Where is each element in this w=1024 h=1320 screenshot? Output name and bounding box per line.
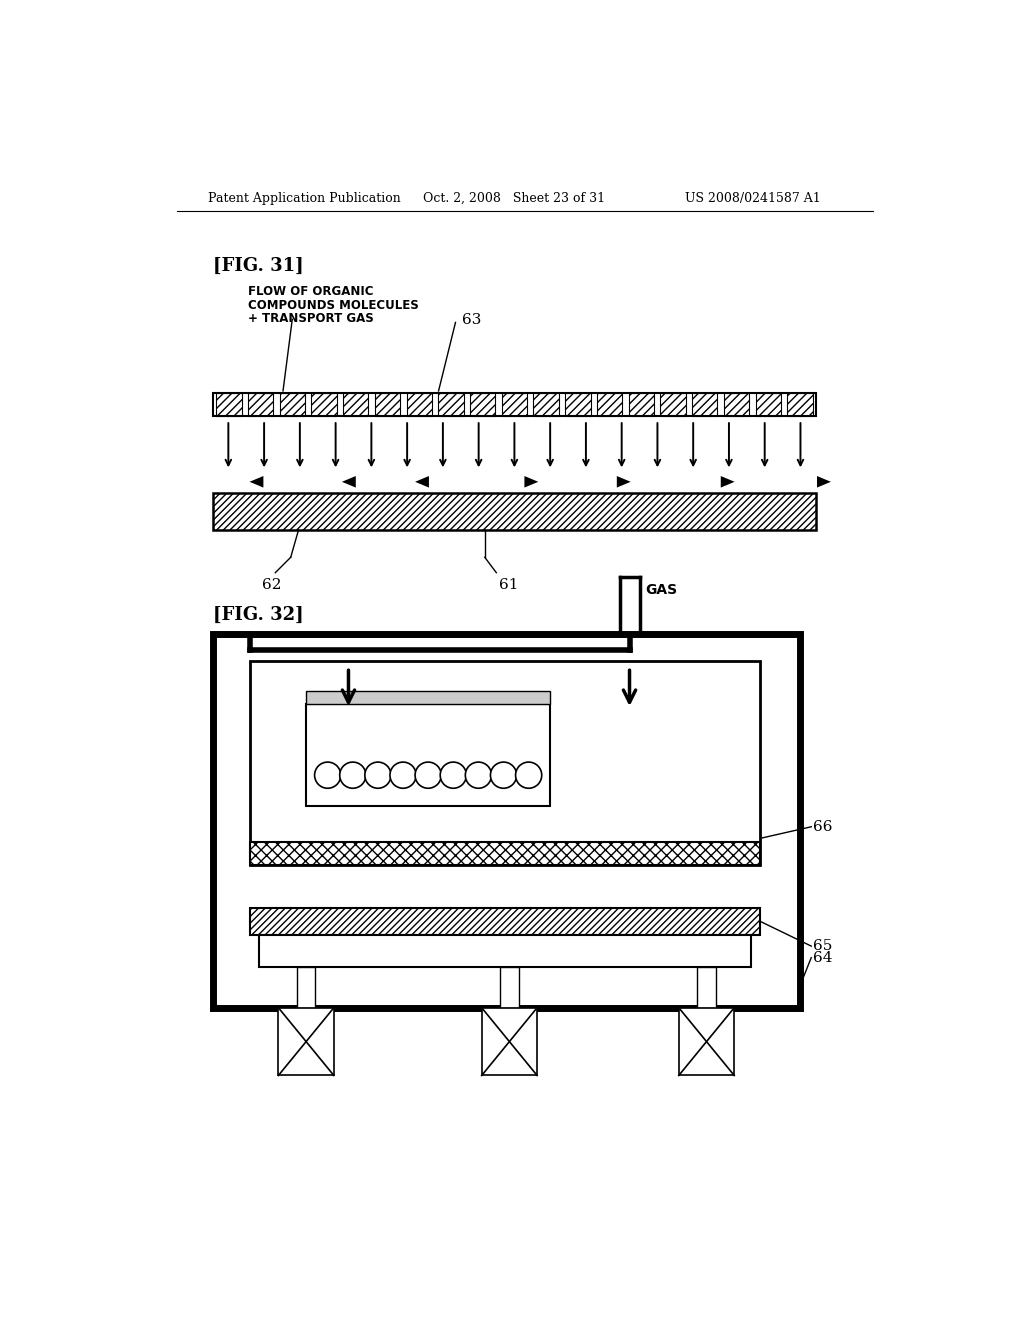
Bar [787, 393, 813, 416]
Text: 66: 66 [813, 820, 833, 834]
FancyArrow shape [342, 477, 392, 487]
Text: FLOW OF ORGANIC: FLOW OF ORGANIC [248, 285, 373, 298]
Bar [534, 393, 559, 416]
Circle shape [390, 762, 416, 788]
Text: COMPOUNDS MOLECULES: COMPOUNDS MOLECULES [248, 298, 419, 312]
Bar [660, 393, 686, 416]
Text: Patent Application Publication: Patent Application Publication [208, 191, 400, 205]
Bar [250, 908, 761, 935]
Text: 61: 61 [499, 578, 518, 593]
FancyArrow shape [415, 477, 465, 487]
Text: 62: 62 [262, 578, 282, 593]
Bar [697, 966, 716, 1007]
Circle shape [365, 762, 391, 788]
Bar [629, 393, 654, 416]
Bar [500, 966, 518, 1007]
Text: Oct. 2, 2008   Sheet 23 of 31: Oct. 2, 2008 Sheet 23 of 31 [423, 191, 605, 205]
Circle shape [515, 762, 542, 788]
Text: + TRANSPORT GAS: + TRANSPORT GAS [248, 312, 374, 325]
Text: [FIG. 32]: [FIG. 32] [213, 606, 303, 624]
Bar [756, 393, 781, 416]
Bar [250, 661, 761, 866]
Bar [597, 393, 623, 416]
Bar [375, 393, 400, 416]
Bar [250, 842, 761, 866]
Bar [297, 966, 315, 1007]
FancyArrow shape [488, 477, 539, 487]
Bar [248, 393, 273, 416]
Bar [481, 1007, 538, 1076]
Bar [216, 393, 242, 416]
Text: US 2008/0241587 A1: US 2008/0241587 A1 [685, 191, 820, 205]
Text: 63: 63 [462, 313, 481, 327]
Bar [279, 1007, 334, 1076]
Bar [343, 393, 369, 416]
Bar [724, 393, 750, 416]
Bar [565, 393, 591, 416]
Bar [679, 1007, 734, 1076]
Text: [FIG. 31]: [FIG. 31] [213, 257, 303, 275]
Circle shape [340, 762, 366, 788]
Circle shape [490, 762, 517, 788]
Circle shape [314, 762, 341, 788]
FancyArrow shape [781, 477, 830, 487]
Text: 65: 65 [813, 939, 833, 953]
Bar [311, 393, 337, 416]
Bar [306, 692, 550, 704]
Bar [306, 704, 550, 807]
Bar [280, 393, 305, 416]
FancyArrow shape [685, 477, 734, 487]
Circle shape [465, 762, 492, 788]
FancyArrow shape [581, 477, 631, 487]
Circle shape [440, 762, 466, 788]
Bar [259, 935, 752, 966]
Circle shape [415, 762, 441, 788]
FancyArrow shape [250, 477, 300, 487]
Bar [213, 393, 816, 416]
Bar [470, 393, 496, 416]
Bar [213, 635, 801, 1007]
Text: 64: 64 [813, 950, 833, 965]
Bar [438, 393, 464, 416]
Bar [213, 494, 816, 531]
Bar [692, 393, 718, 416]
Text: GAS: GAS [646, 583, 678, 598]
Bar [407, 393, 432, 416]
Bar [502, 393, 527, 416]
